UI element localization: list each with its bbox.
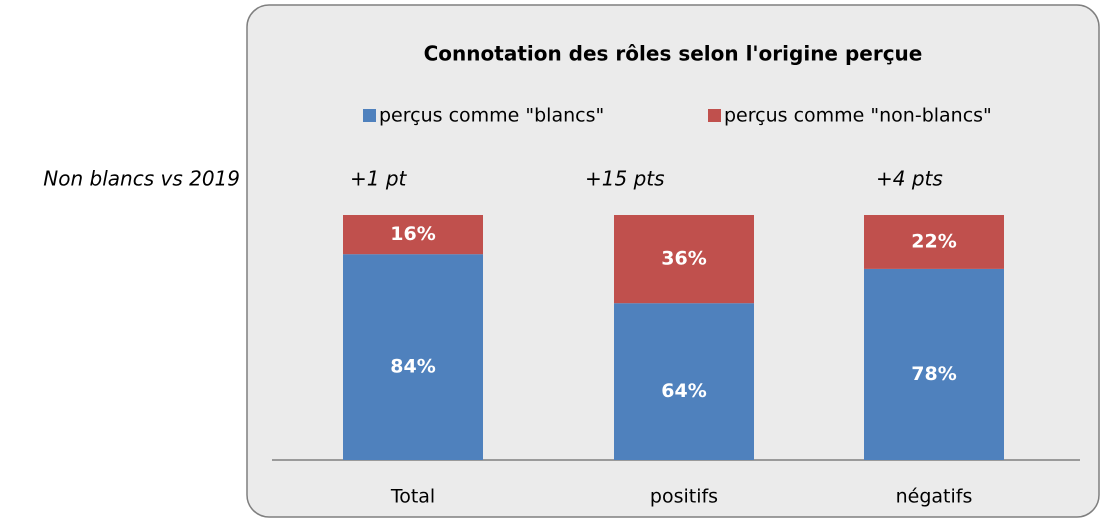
legend-label: perçus comme "blancs" xyxy=(379,105,604,127)
data-label: 36% xyxy=(661,248,706,270)
bar-segment xyxy=(614,303,754,460)
data-label: 64% xyxy=(661,380,706,402)
bar-segment xyxy=(864,215,1004,269)
legend-swatch xyxy=(363,109,376,122)
x-tick-label: négatifs xyxy=(896,486,973,508)
x-tick-label: positifs xyxy=(650,486,718,508)
bar-segment xyxy=(343,254,483,460)
bar-segment xyxy=(343,215,483,255)
data-label: 16% xyxy=(390,223,435,245)
annotation: +1 pt xyxy=(350,167,408,191)
annotation: +15 pts xyxy=(585,167,665,191)
bar-segment xyxy=(614,215,754,304)
legend-label: perçus comme "non-blancs" xyxy=(724,105,992,127)
data-label: 84% xyxy=(390,356,435,378)
data-label: 78% xyxy=(911,363,956,385)
legend-swatch xyxy=(708,109,721,122)
x-tick-label: Total xyxy=(390,486,435,508)
annotation: +4 pts xyxy=(876,167,943,191)
chart-title: Connotation des rôles selon l'origine pe… xyxy=(424,42,923,66)
annotation: Non blancs vs 2019 xyxy=(43,167,240,191)
bar-segment xyxy=(864,268,1004,460)
data-label: 22% xyxy=(911,230,956,252)
